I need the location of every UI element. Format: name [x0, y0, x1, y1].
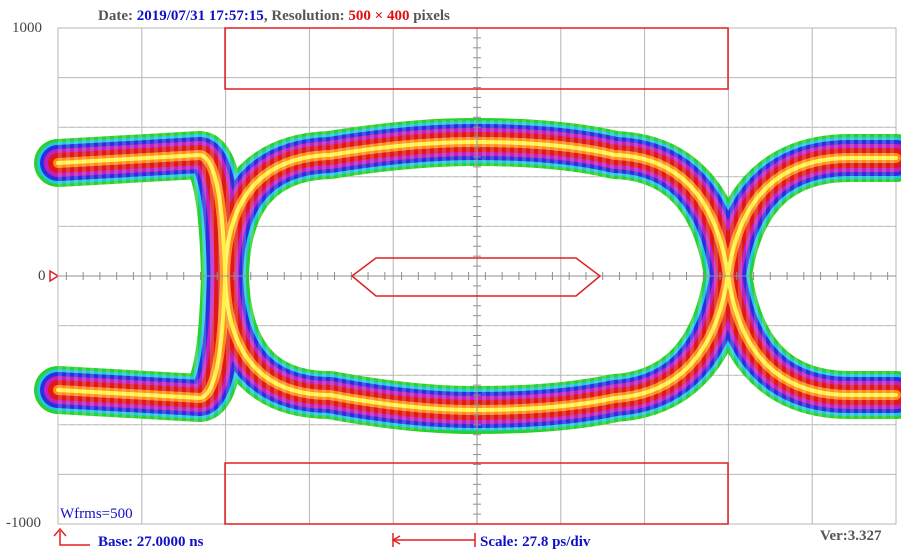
- y-axis-top-label: 1000: [12, 20, 42, 36]
- header-info: Date: 2019/07/31 17:57:15, Resolution: 5…: [98, 8, 450, 25]
- lower-mask: [224, 462, 729, 525]
- zero-marker-icon: [49, 269, 60, 283]
- base-marker-icon: [53, 527, 90, 546]
- upper-mask: [224, 27, 729, 90]
- version-label: Ver:3.327: [820, 528, 882, 544]
- resolution-label: , Resolution:: [263, 8, 345, 24]
- scale-label: Scale: 27.8 ps/div: [480, 534, 591, 550]
- center-mask: [350, 257, 602, 297]
- axis-ticks: [58, 28, 896, 524]
- scale-marker-icon: [391, 533, 476, 547]
- resolution-unit: pixels: [413, 8, 450, 24]
- mask-regions: [224, 27, 729, 525]
- y-axis-bottom-label: -1000: [6, 515, 41, 531]
- date-value: 2019/07/31 17:57:15: [136, 8, 264, 24]
- base-label: Base: 27.0000 ns: [98, 534, 204, 550]
- y-axis-zero-label: 0: [38, 268, 46, 284]
- resolution-value: 500 × 400: [348, 8, 410, 24]
- date-label: Date:: [98, 8, 133, 24]
- waveform-count: Wfrms=500: [60, 506, 133, 522]
